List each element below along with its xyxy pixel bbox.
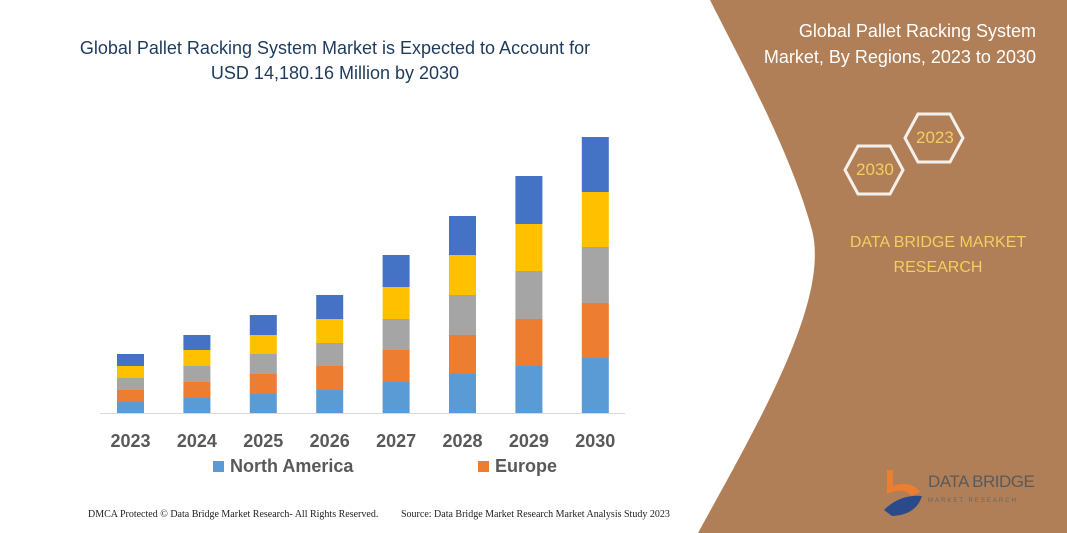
bar-segment-2025-4	[249, 335, 277, 354]
bar-segment-2029-5	[515, 176, 543, 224]
x-tick-label: 2029	[509, 431, 549, 451]
bar-segment-2030-5	[581, 137, 609, 192]
bar-segment-2025-3	[249, 354, 277, 374]
bar-segment-2025-5	[249, 315, 277, 335]
bar-segment-2023-3	[117, 378, 144, 390]
side-panel-title: Global Pallet Racking System Market, By …	[763, 21, 1036, 67]
bar-segment-2023-4	[117, 366, 144, 378]
legend-item-north-america: North America	[213, 456, 353, 477]
logo-subtext: MARKET RESEARCH	[928, 498, 1018, 504]
bar-segment-2030-4	[581, 192, 609, 247]
x-tick-labels: 2023 2024 2025 2026 2027 2028 2029 2030	[110, 431, 615, 451]
bar-segment-2028-3	[449, 295, 476, 335]
bar-segment-2029-2	[515, 319, 543, 366]
hex-label-2023: 2023	[916, 128, 954, 147]
legend-label: North America	[230, 456, 354, 476]
x-tick-label: 2028	[442, 431, 482, 451]
x-tick-label: 2023	[110, 431, 150, 451]
bar-segment-2029-1	[515, 366, 543, 413]
bar-segment-2025-1	[249, 394, 277, 413]
brand-text: DATA BRIDGE MARKET RESEARCH	[849, 234, 1027, 276]
bar-segment-2023-2	[117, 390, 144, 402]
hex-label-2030: 2030	[856, 160, 894, 179]
bar-segment-2026-5	[316, 295, 344, 319]
bar-segment-2026-3	[316, 343, 344, 366]
x-tick-label: 2027	[376, 431, 416, 451]
bar-segment-2024-1	[183, 398, 211, 413]
legend-swatch	[213, 461, 224, 472]
chart-title: Global Pallet Racking System Market is E…	[79, 38, 591, 83]
bars-group	[117, 137, 609, 413]
bar-segment-2028-2	[449, 335, 476, 374]
bar-segment-2030-1	[581, 358, 609, 413]
legend-swatch	[478, 461, 489, 472]
hexagon-2023	[903, 112, 965, 164]
bar-segment-2028-1	[449, 374, 476, 413]
bar-segment-2027-1	[382, 382, 410, 413]
bar-segment-2027-2	[382, 350, 410, 382]
hexagon-2030	[843, 144, 905, 196]
bar-segment-2024-5	[183, 335, 211, 350]
bar-segment-2029-3	[515, 271, 543, 319]
bar-segment-2027-3	[382, 319, 410, 350]
bar-segment-2023-1	[117, 402, 144, 413]
bar-segment-2025-2	[249, 374, 277, 394]
bar-segment-2024-4	[183, 350, 211, 366]
bar-segment-2024-2	[183, 382, 211, 398]
x-tick-label: 2024	[177, 431, 217, 451]
bar-segment-2023-5	[117, 354, 144, 366]
x-tick-label: 2025	[243, 431, 283, 451]
x-tick-label: 2026	[310, 431, 350, 451]
bar-segment-2028-5	[449, 216, 476, 255]
bar-segment-2027-5	[382, 255, 410, 287]
legend-item-europe: Europe	[478, 456, 557, 477]
bar-segment-2026-1	[316, 390, 344, 413]
bar-segment-2029-4	[515, 224, 543, 271]
bar-segment-2026-2	[316, 366, 344, 390]
bar-segment-2030-3	[581, 247, 609, 303]
bar-segment-2026-4	[316, 319, 344, 343]
x-tick-label: 2030	[575, 431, 615, 451]
logo-text: DATA BRIDGE	[928, 472, 1035, 491]
legend-label: Europe	[495, 456, 558, 476]
bar-segment-2027-4	[382, 287, 410, 319]
bar-segment-2030-2	[581, 303, 609, 358]
footer-copyright: DMCA Protected © Data Bridge Market Rese…	[88, 509, 379, 520]
bar-segment-2024-3	[183, 366, 211, 382]
bar-segment-2028-4	[449, 255, 476, 295]
side-panel-bg	[698, 0, 1067, 533]
logo-icon	[884, 470, 922, 516]
footer-source: Source: Data Bridge Market Research Mark…	[401, 509, 670, 520]
